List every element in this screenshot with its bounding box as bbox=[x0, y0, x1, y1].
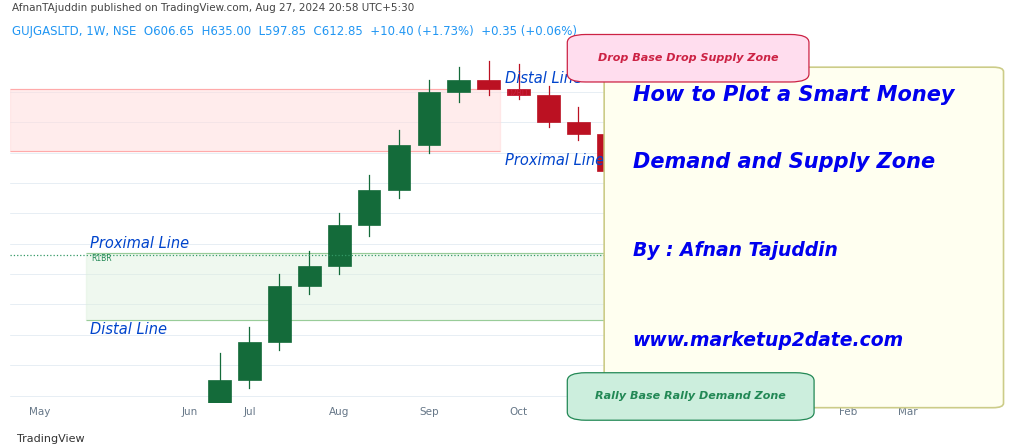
Bar bbox=[418, 92, 440, 145]
Text: Proximal Line: Proximal Line bbox=[90, 236, 189, 250]
Text: www.marketup2date.com: www.marketup2date.com bbox=[633, 331, 904, 350]
Y-axis label: INR: INR bbox=[982, 219, 992, 238]
Bar bbox=[656, 213, 680, 277]
Text: 612.85: 612.85 bbox=[915, 250, 949, 259]
Text: Drop Base Drop Supply Zone: Drop Base Drop Supply Zone bbox=[598, 53, 778, 63]
Bar bbox=[597, 134, 620, 171]
Bar bbox=[10, 89, 500, 151]
Bar bbox=[388, 145, 411, 190]
Bar bbox=[208, 380, 231, 429]
Bar bbox=[687, 277, 710, 317]
Bar bbox=[239, 342, 261, 380]
Bar bbox=[746, 253, 769, 332]
Bar bbox=[268, 286, 291, 342]
Bar bbox=[567, 122, 590, 134]
Bar bbox=[447, 80, 470, 92]
Bar bbox=[538, 95, 560, 122]
Bar bbox=[507, 89, 530, 95]
Bar bbox=[178, 429, 201, 448]
Bar bbox=[717, 317, 739, 332]
Text: How to Plot a Smart Money: How to Plot a Smart Money bbox=[633, 85, 954, 105]
Text: AfnanTAjuddin published on TradingView.com, Aug 27, 2024 20:58 UTC+5:30: AfnanTAjuddin published on TradingView.c… bbox=[12, 3, 415, 13]
Text: Distal Line: Distal Line bbox=[90, 322, 167, 337]
Bar bbox=[776, 250, 799, 253]
Bar bbox=[477, 80, 500, 89]
Text: Distal Line: Distal Line bbox=[505, 71, 582, 86]
Text: Rally Base Rally Demand Zone: Rally Base Rally Demand Zone bbox=[595, 392, 786, 401]
Text: By : Afnan Tajuddin: By : Afnan Tajuddin bbox=[633, 241, 838, 260]
Text: GUJGASLTD, 1W, NSE  O606.65  H635.00  L597.85  C612.85  +10.40 (+1.73%)  +0.35 (: GUJGASLTD, 1W, NSE O606.65 H635.00 L597.… bbox=[12, 25, 578, 38]
Bar bbox=[837, 254, 859, 256]
Text: D2BD: D2BD bbox=[506, 90, 527, 99]
Text: Demand and Supply Zone: Demand and Supply Zone bbox=[633, 152, 935, 172]
Text: TradingView: TradingView bbox=[10, 434, 85, 444]
Bar bbox=[298, 267, 321, 286]
Bar bbox=[86, 253, 952, 319]
Bar bbox=[806, 250, 829, 256]
Bar bbox=[627, 171, 649, 213]
Bar bbox=[357, 190, 381, 225]
Bar bbox=[328, 225, 350, 267]
Text: Proximal Line: Proximal Line bbox=[505, 153, 604, 168]
Text: R1BR: R1BR bbox=[91, 254, 113, 263]
